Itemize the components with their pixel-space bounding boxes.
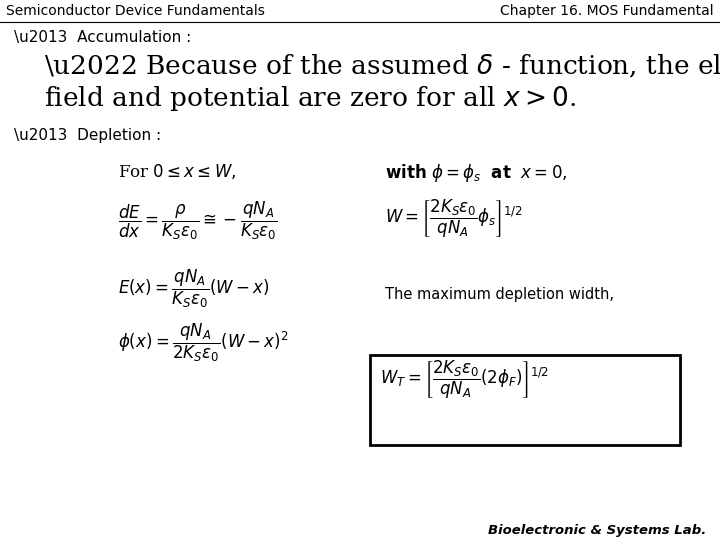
Text: $W = \left[\dfrac{2K_S\varepsilon_0}{qN_A}\phi_s\right]^{1/2}$: $W = \left[\dfrac{2K_S\varepsilon_0}{qN_… <box>385 198 523 240</box>
Text: $W_T = \left[\dfrac{2K_S\varepsilon_0}{qN_A}(2\phi_F)\right]^{1/2}$: $W_T = \left[\dfrac{2K_S\varepsilon_0}{q… <box>380 359 549 401</box>
Text: \u2013  Depletion :: \u2013 Depletion : <box>14 128 161 143</box>
Text: The maximum depletion width,: The maximum depletion width, <box>385 287 614 302</box>
Bar <box>370 355 680 445</box>
Text: $\mathbf{with}\ \phi = \phi_s\ \ \mathbf{at}\ \ x = 0,$: $\mathbf{with}\ \phi = \phi_s\ \ \mathbf… <box>385 162 567 184</box>
Text: Semiconductor Device Fundamentals: Semiconductor Device Fundamentals <box>6 4 265 18</box>
Text: For $0 \leq x \leq W,$: For $0 \leq x \leq W,$ <box>118 162 236 181</box>
Text: field and potential are zero for all $x > 0$.: field and potential are zero for all $x … <box>44 84 576 113</box>
Text: $E(x) = \dfrac{qN_A}{K_S\varepsilon_0}(W - x)$: $E(x) = \dfrac{qN_A}{K_S\varepsilon_0}(W… <box>118 268 270 310</box>
Text: Chapter 16. MOS Fundamental: Chapter 16. MOS Fundamental <box>500 4 714 18</box>
Text: $\dfrac{dE}{dx} = \dfrac{\rho}{K_S\varepsilon_0} \cong -\dfrac{qN_A}{K_S\varepsi: $\dfrac{dE}{dx} = \dfrac{\rho}{K_S\varep… <box>118 200 278 242</box>
Text: \u2022 Because of the assumed $\delta$ - function, the electric: \u2022 Because of the assumed $\delta$ -… <box>44 52 720 79</box>
Text: $\phi(x) = \dfrac{qN_A}{2K_S\varepsilon_0}(W - x)^2$: $\phi(x) = \dfrac{qN_A}{2K_S\varepsilon_… <box>118 322 289 364</box>
Text: \u2013  Accumulation :: \u2013 Accumulation : <box>14 30 192 45</box>
Text: Bioelectronic & Systems Lab.: Bioelectronic & Systems Lab. <box>487 524 706 537</box>
